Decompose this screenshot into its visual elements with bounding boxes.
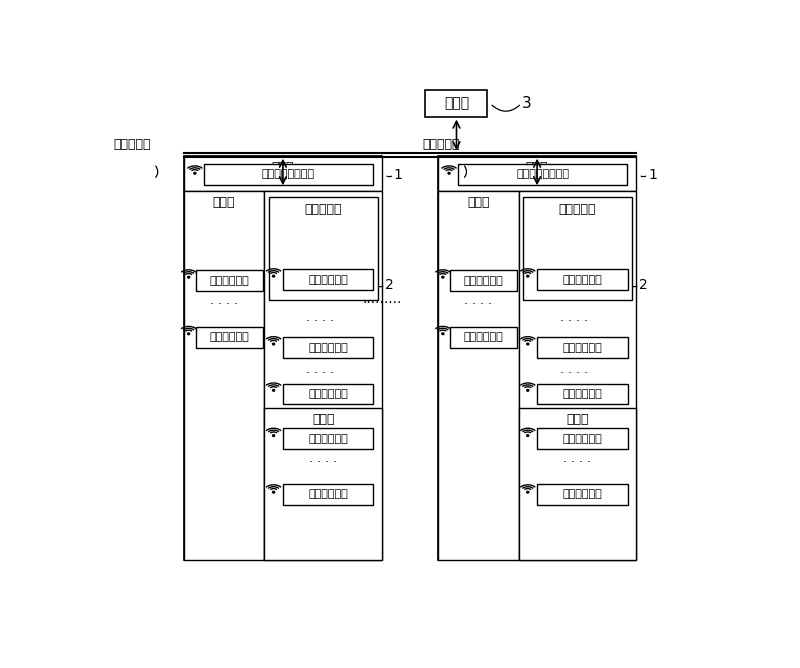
Text: 无线数据采集单元: 无线数据采集单元 (262, 169, 315, 179)
Circle shape (273, 343, 274, 345)
Circle shape (442, 277, 444, 278)
Text: 断路器室: 断路器室 (562, 196, 593, 209)
FancyBboxPatch shape (283, 337, 374, 358)
Text: 电缆室: 电缆室 (566, 413, 589, 426)
FancyBboxPatch shape (518, 191, 636, 560)
Text: 无线数据采集单元: 无线数据采集单元 (516, 169, 569, 179)
FancyBboxPatch shape (537, 383, 628, 404)
FancyBboxPatch shape (283, 428, 374, 449)
FancyBboxPatch shape (264, 407, 382, 560)
Circle shape (273, 435, 274, 436)
FancyBboxPatch shape (196, 327, 263, 347)
Text: 3: 3 (522, 96, 531, 111)
Text: 高压断路器: 高压断路器 (558, 202, 596, 216)
FancyBboxPatch shape (450, 271, 518, 291)
FancyBboxPatch shape (204, 164, 373, 184)
FancyBboxPatch shape (523, 198, 632, 301)
FancyBboxPatch shape (537, 484, 628, 504)
FancyBboxPatch shape (537, 337, 628, 358)
Text: · · · ·: · · · · (210, 299, 238, 311)
Text: · · · ·: · · · · (464, 299, 492, 311)
Text: 无线测量模块: 无线测量模块 (562, 434, 602, 444)
Text: 无线测量模块: 无线测量模块 (562, 389, 602, 399)
Text: 无线测量模块: 无线测量模块 (464, 333, 504, 342)
Text: 断路器室: 断路器室 (308, 196, 338, 209)
Text: 无线测量模块: 无线测量模块 (308, 489, 348, 499)
Text: 无线测量模块: 无线测量模块 (562, 343, 602, 353)
Text: · · · ·: · · · · (563, 456, 591, 470)
FancyBboxPatch shape (283, 383, 374, 404)
Text: 2: 2 (639, 278, 648, 292)
Text: 母线室: 母线室 (213, 196, 235, 209)
FancyBboxPatch shape (438, 156, 636, 191)
FancyBboxPatch shape (184, 156, 382, 560)
Circle shape (448, 172, 450, 174)
FancyBboxPatch shape (283, 269, 374, 290)
Circle shape (194, 172, 196, 174)
Text: 无线测量模块: 无线测量模块 (210, 333, 250, 342)
Text: 高压断路器: 高压断路器 (305, 202, 342, 216)
Circle shape (442, 333, 444, 335)
FancyBboxPatch shape (196, 271, 263, 291)
Text: 高压开关柜: 高压开关柜 (114, 138, 151, 151)
Circle shape (526, 275, 529, 277)
Text: 无线测量模块: 无线测量模块 (210, 276, 250, 286)
Text: 电缆室: 电缆室 (312, 413, 334, 426)
Text: · · · ·: · · · · (309, 456, 338, 470)
Text: 1: 1 (648, 168, 657, 182)
Text: 低压室: 低压室 (272, 161, 294, 174)
Circle shape (526, 389, 529, 391)
Text: 无线测量模块: 无线测量模块 (308, 389, 348, 399)
Circle shape (273, 275, 274, 277)
FancyBboxPatch shape (283, 484, 374, 504)
Circle shape (273, 389, 274, 391)
FancyBboxPatch shape (438, 156, 636, 560)
Text: .........: ......... (362, 292, 402, 306)
FancyBboxPatch shape (518, 407, 636, 560)
Text: 无线测量模块: 无线测量模块 (464, 276, 504, 286)
Text: 无线测量模块: 无线测量模块 (562, 489, 602, 499)
Text: 无线测量模块: 无线测量模块 (562, 275, 602, 285)
Circle shape (188, 277, 190, 278)
Text: · · · ·: · · · · (306, 315, 334, 329)
Text: 2: 2 (386, 278, 394, 292)
Circle shape (526, 491, 529, 493)
Text: 无线测量模块: 无线测量模块 (308, 275, 348, 285)
Text: · · · ·: · · · · (560, 367, 588, 380)
FancyBboxPatch shape (184, 191, 264, 560)
Circle shape (188, 333, 190, 335)
Text: 无线测量模块: 无线测量模块 (308, 343, 348, 353)
Text: 上位机: 上位机 (444, 96, 469, 110)
Text: · · · ·: · · · · (560, 315, 588, 329)
Text: 低压室: 低压室 (526, 161, 548, 174)
FancyBboxPatch shape (458, 164, 627, 184)
FancyBboxPatch shape (184, 156, 382, 191)
Text: · · · ·: · · · · (306, 367, 334, 380)
Circle shape (526, 343, 529, 345)
Text: 无线测量模块: 无线测量模块 (308, 434, 348, 444)
Text: 高压开关柜: 高压开关柜 (422, 138, 460, 151)
FancyBboxPatch shape (537, 269, 628, 290)
FancyBboxPatch shape (269, 198, 378, 301)
FancyBboxPatch shape (426, 90, 487, 117)
FancyBboxPatch shape (264, 191, 382, 560)
FancyBboxPatch shape (450, 327, 518, 347)
Circle shape (526, 435, 529, 436)
FancyBboxPatch shape (438, 191, 518, 560)
FancyBboxPatch shape (537, 428, 628, 449)
Text: 母线室: 母线室 (467, 196, 490, 209)
Text: 1: 1 (394, 168, 402, 182)
Circle shape (273, 491, 274, 493)
